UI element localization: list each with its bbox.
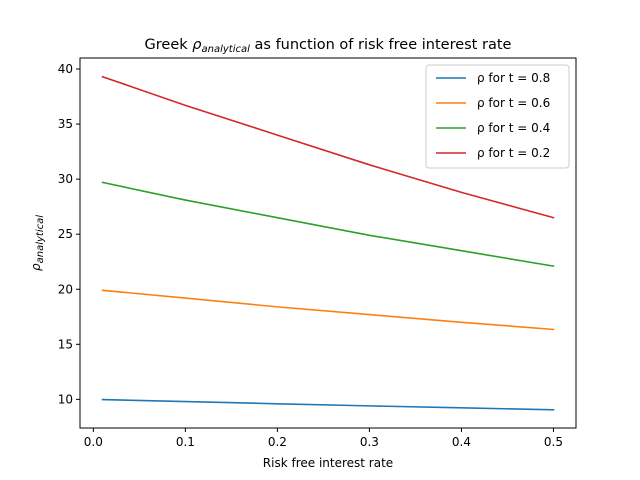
x-axis-label: Risk free interest rate — [263, 456, 393, 470]
y-axis: 10 15 20 25 30 35 40 — [58, 62, 80, 406]
y-label-subscript: analytical — [35, 215, 46, 264]
chart-title: Greek ρanalytical as function of risk fr… — [145, 37, 512, 55]
x-axis: 0.0 0.1 0.2 0.3 0.4 0.5 — [84, 428, 563, 449]
series-line-2 — [101, 181, 555, 268]
y-tick-label: 40 — [58, 62, 73, 76]
title-symbol: ρ — [192, 37, 202, 53]
legend-label-2: ρ for t = 0.4 — [477, 121, 550, 135]
x-tick-label: 0.4 — [452, 435, 471, 449]
legend: ρ for t = 0.8 ρ for t = 0.6 ρ for t = 0.4 ρ… — [425, 64, 570, 169]
title-subscript: analytical — [202, 44, 251, 55]
y-axis-label: ρanalytical — [29, 215, 46, 271]
y-tick-label: 30 — [58, 172, 73, 186]
x-tick-label: 0.1 — [176, 435, 195, 449]
x-tick-label: 0.2 — [268, 435, 287, 449]
series-line-0 — [101, 398, 555, 411]
plot-area — [79, 57, 577, 429]
y-tick-label: 10 — [58, 392, 73, 406]
series-layer — [101, 75, 555, 411]
legend-label-0: ρ for t = 0.8 — [477, 71, 550, 85]
series-line-1 — [101, 289, 555, 331]
legend-label-1: ρ for t = 0.6 — [477, 96, 550, 110]
y-tick-label: 15 — [58, 337, 73, 351]
series-line-3 — [101, 75, 555, 219]
x-tick-label: 0.5 — [544, 435, 563, 449]
title-prefix: Greek — [145, 37, 193, 53]
legend-box — [425, 64, 570, 169]
title-suffix: as function of risk free interest rate — [250, 37, 512, 53]
y-label-symbol: ρ — [29, 263, 43, 271]
x-tick-label: 0.3 — [360, 435, 379, 449]
y-tick-label: 20 — [58, 282, 73, 296]
y-tick-label: 35 — [58, 117, 73, 131]
x-tick-label: 0.0 — [84, 435, 103, 449]
y-tick-label: 25 — [58, 227, 73, 241]
legend-label-3: ρ for t = 0.2 — [477, 146, 550, 160]
